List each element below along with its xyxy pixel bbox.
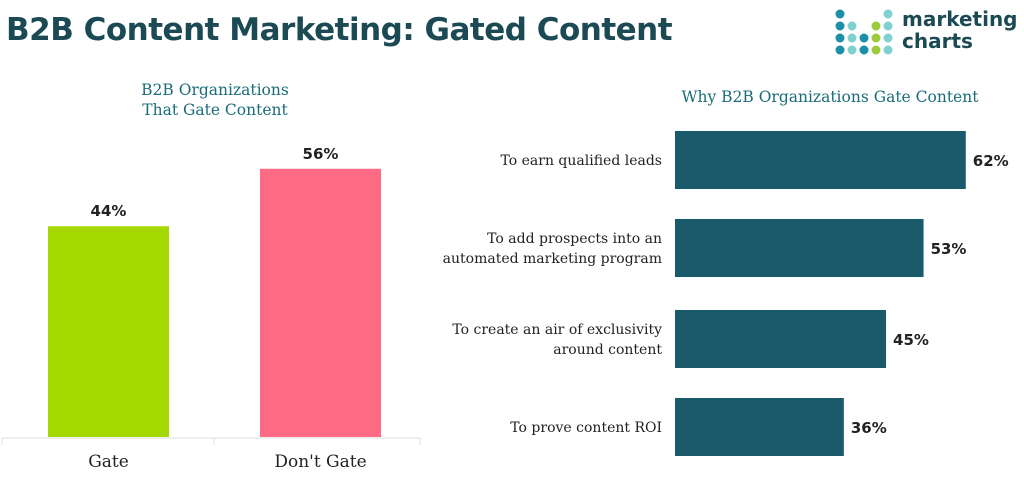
reason-bar <box>675 310 887 368</box>
logo-dot <box>835 45 845 55</box>
data-label: 56% <box>303 145 339 163</box>
logo-dot <box>859 45 869 55</box>
marketing-charts-logo <box>835 9 893 55</box>
reason-label: To create an air of exclusivity <box>452 322 662 338</box>
reason-bar <box>675 131 966 189</box>
logo-dot <box>847 45 857 55</box>
bar-gate <box>48 226 169 437</box>
logo-dot <box>883 9 893 19</box>
reason-label: automated marketing program <box>443 251 662 267</box>
data-label: 44% <box>91 202 127 220</box>
category-label: Gate <box>88 452 129 472</box>
reason-label: To prove content ROI <box>510 420 662 436</box>
bar-don-t-gate <box>260 168 381 437</box>
logo-dot <box>859 33 869 43</box>
logo-dot <box>835 33 845 43</box>
logo-dot <box>847 21 857 31</box>
logo-dot <box>847 33 857 43</box>
logo-dot <box>835 9 845 19</box>
reason-bar <box>675 219 924 277</box>
data-label: 45% <box>893 331 929 349</box>
right-chart-title: Why B2B Organizations Gate Content <box>681 88 979 106</box>
reason-bar <box>675 398 844 456</box>
logo-dot <box>883 21 893 31</box>
logo-line1: marketing <box>902 7 1018 31</box>
logo-dot <box>871 45 881 55</box>
category-label: Don't Gate <box>274 452 366 472</box>
logo-line2: charts <box>902 29 973 53</box>
logo-dot <box>883 33 893 43</box>
left-title-line1: B2B Organizations <box>141 81 289 99</box>
reason-label: around content <box>553 342 662 358</box>
logo-dot <box>871 33 881 43</box>
logo-text: marketing charts <box>902 8 1018 52</box>
logo-dot <box>883 45 893 55</box>
left-chart-title: B2B Organizations That Gate Content <box>60 80 370 120</box>
data-label: 36% <box>851 419 887 437</box>
data-label: 62% <box>973 152 1009 170</box>
data-label: 53% <box>931 240 967 258</box>
logo-dot <box>871 21 881 31</box>
logo-dot <box>835 21 845 31</box>
page-title: B2B Content Marketing: Gated Content <box>6 12 673 48</box>
left-title-line2: That Gate Content <box>142 101 288 119</box>
reason-label: To add prospects into an <box>487 231 662 247</box>
reason-label: To earn qualified leads <box>501 153 663 169</box>
